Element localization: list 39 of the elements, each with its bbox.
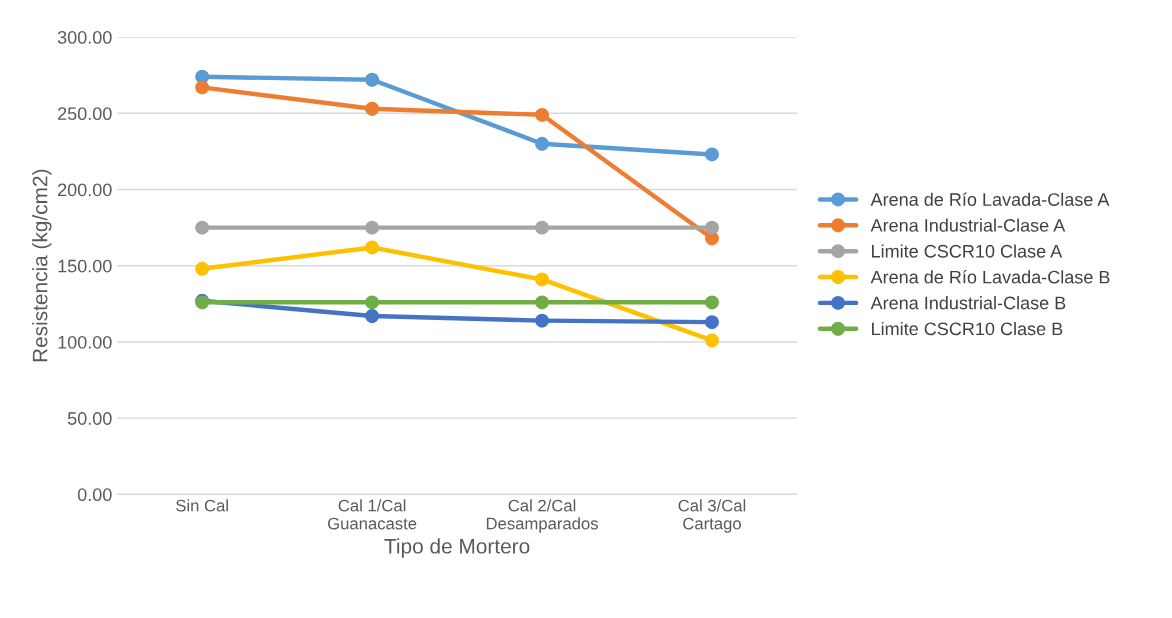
point — [195, 80, 210, 95]
point — [535, 313, 549, 328]
point — [705, 220, 719, 235]
y-tick-label: 100.00 — [58, 335, 112, 349]
point — [365, 295, 380, 310]
y-tick-label: 50.00 — [67, 412, 112, 425]
point — [705, 333, 719, 348]
point — [365, 240, 380, 255]
point — [705, 295, 719, 310]
legend-label: Arena de Río Lavada-Clase B — [870, 270, 1110, 284]
point — [535, 220, 549, 235]
y-tick-label: 300.00 — [57, 31, 112, 44]
point — [535, 136, 549, 151]
point — [705, 315, 719, 330]
legend-label: Limite CSCR10 Clase B — [872, 321, 1063, 336]
x-tick-label: Cal 3/Cal Cartago — [678, 499, 746, 533]
point — [195, 220, 210, 235]
y-tick-label: 250.00 — [58, 107, 112, 121]
point — [365, 72, 380, 87]
y-tick-label: 200.00 — [58, 183, 112, 197]
y-tick-label: 150.00 — [58, 259, 112, 273]
x-tick-label: Cal 1/Cal Guanacaste — [328, 499, 417, 530]
point — [365, 101, 380, 116]
x-tick-label: Sin Cal — [176, 499, 228, 512]
point — [365, 220, 380, 235]
point — [535, 107, 549, 122]
legend-label: Limite CSCR10 Clase A — [872, 244, 1063, 258]
legend-label: Arena Industrial-Clase B — [870, 296, 1066, 310]
point — [195, 261, 210, 276]
point — [535, 295, 549, 310]
point — [535, 272, 549, 287]
legend-label: Arena Industrial-Clase A — [870, 218, 1066, 232]
y-tick-label: 0.00 — [77, 488, 112, 502]
y-axis-title: Resistencia (kg/cm2) — [32, 169, 52, 362]
point — [365, 309, 380, 323]
legend-label: Arena de Río Lavada-Clase A — [870, 192, 1110, 206]
point — [705, 147, 719, 162]
x-tick-label: Cal 2/Cal Desamparados — [486, 499, 598, 533]
x-axis-title: Tipo de Mortero — [384, 538, 530, 558]
